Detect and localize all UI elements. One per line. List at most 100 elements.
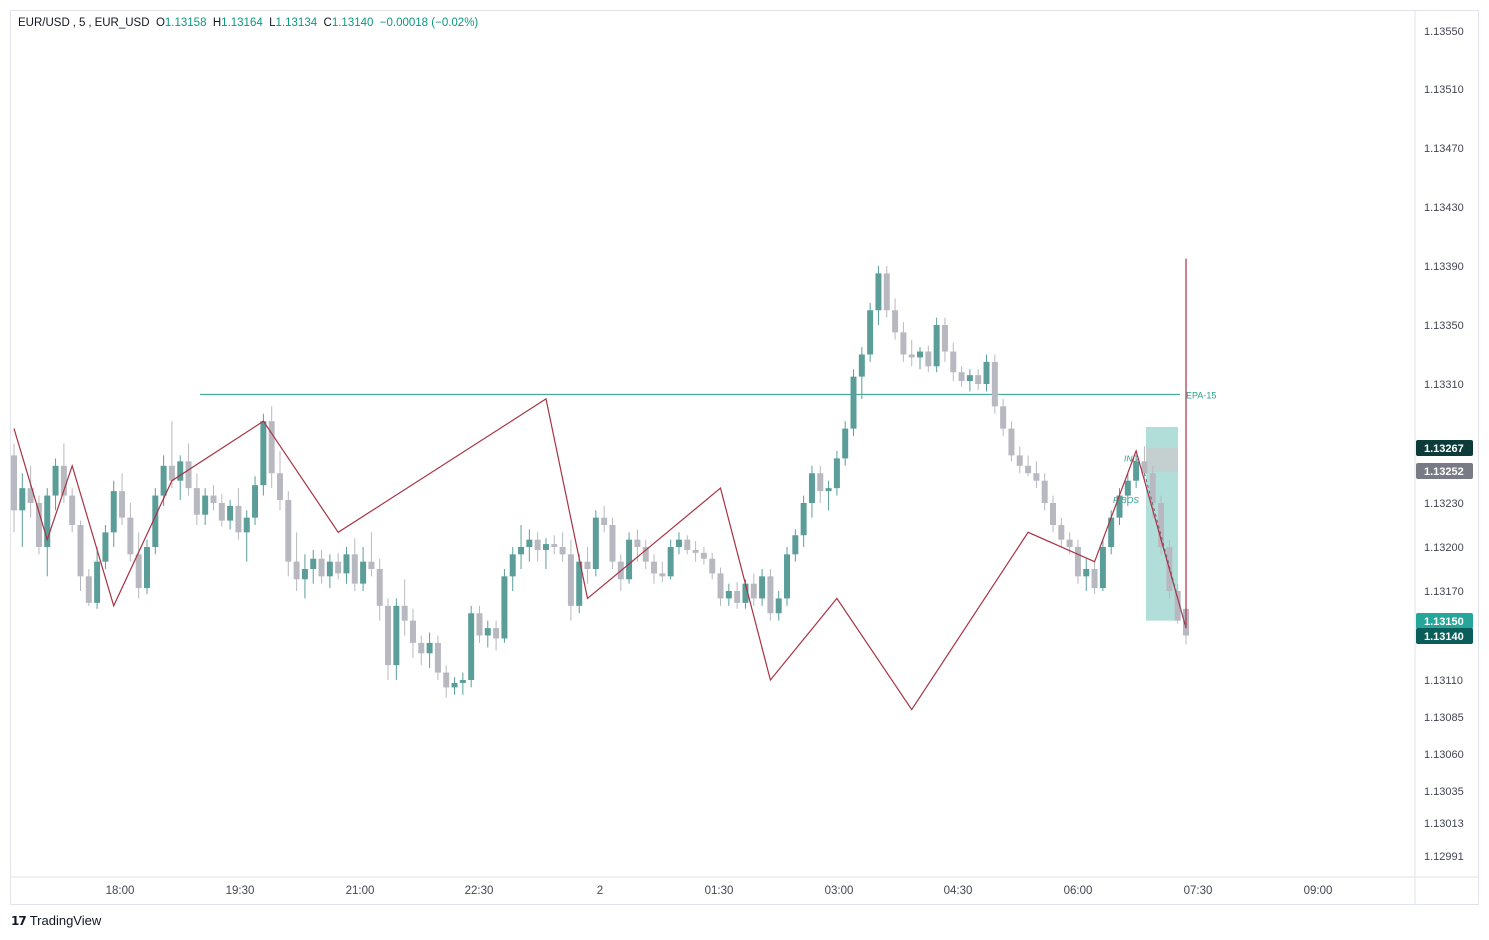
candle[interactable]	[975, 369, 982, 390]
candle[interactable]	[227, 500, 234, 530]
candle[interactable]	[1074, 539, 1081, 584]
candle[interactable]	[808, 465, 815, 518]
candle[interactable]	[784, 547, 791, 606]
candle[interactable]	[551, 535, 558, 555]
candle[interactable]	[268, 406, 275, 489]
candle[interactable]	[451, 677, 458, 695]
candle[interactable]	[459, 672, 466, 695]
candle[interactable]	[127, 503, 134, 562]
candle[interactable]	[493, 620, 500, 651]
candle[interactable]	[966, 369, 973, 392]
candle[interactable]	[1099, 539, 1106, 591]
candle[interactable]	[385, 598, 392, 680]
candle[interactable]	[651, 554, 658, 584]
candle[interactable]	[1083, 558, 1090, 591]
candle[interactable]	[69, 488, 76, 533]
candle[interactable]	[243, 510, 250, 562]
candle[interactable]	[94, 547, 101, 609]
candle[interactable]	[202, 488, 209, 525]
candle[interactable]	[850, 369, 857, 437]
symbol-name[interactable]: EUR/USD	[18, 17, 70, 29]
stop-zone-box[interactable]	[1146, 448, 1178, 472]
candle[interactable]	[659, 561, 666, 583]
candle[interactable]	[135, 532, 142, 599]
candle[interactable]	[409, 608, 416, 658]
candle[interactable]	[601, 505, 608, 533]
candle[interactable]	[592, 510, 599, 577]
candle[interactable]	[418, 635, 425, 666]
candle[interactable]	[1091, 561, 1098, 594]
candle[interactable]	[210, 485, 217, 511]
candle[interactable]	[792, 529, 799, 562]
candle[interactable]	[692, 541, 699, 562]
candle[interactable]	[1000, 398, 1007, 437]
candle[interactable]	[318, 549, 325, 584]
candle[interactable]	[293, 532, 300, 591]
candle[interactable]	[875, 266, 882, 325]
candle[interactable]	[343, 547, 350, 584]
candle[interactable]	[534, 532, 541, 562]
candle[interactable]	[434, 635, 441, 681]
candle[interactable]	[983, 354, 990, 392]
candle[interactable]	[1133, 455, 1140, 489]
candle[interactable]	[501, 569, 508, 643]
candle[interactable]	[1041, 473, 1048, 511]
interval[interactable]: 5	[78, 17, 86, 29]
candle[interactable]	[1174, 583, 1181, 624]
candle[interactable]	[925, 345, 932, 373]
candle[interactable]	[218, 494, 225, 527]
candle[interactable]	[168, 421, 175, 489]
tradingview-brand[interactable]: 𝟭𝟳 TradingView	[11, 913, 101, 928]
candle[interactable]	[775, 591, 782, 621]
candle[interactable]	[401, 579, 408, 636]
candle[interactable]	[276, 450, 283, 511]
candle[interactable]	[35, 495, 42, 555]
candle[interactable]	[301, 554, 308, 599]
candle[interactable]	[800, 495, 807, 547]
candle[interactable]	[1033, 461, 1040, 489]
candle[interactable]	[842, 421, 849, 466]
zigzag-line[interactable]	[13, 258, 1187, 711]
candle[interactable]	[559, 532, 566, 562]
candle[interactable]	[1025, 455, 1032, 477]
candle[interactable]	[917, 347, 924, 370]
candle[interactable]	[77, 520, 84, 591]
candle[interactable]	[193, 473, 200, 525]
candle[interactable]	[144, 539, 150, 594]
candle[interactable]	[152, 488, 159, 555]
candle[interactable]	[567, 539, 574, 621]
candle[interactable]	[476, 605, 483, 643]
candle[interactable]	[60, 443, 67, 504]
candle[interactable]	[667, 539, 674, 580]
candle[interactable]	[44, 488, 51, 577]
candle[interactable]	[883, 266, 890, 318]
candle[interactable]	[52, 458, 59, 511]
candle[interactable]	[759, 569, 766, 606]
candle[interactable]	[542, 538, 549, 569]
candle[interactable]	[518, 525, 525, 569]
candle[interactable]	[235, 488, 242, 540]
candle[interactable]	[1016, 446, 1023, 474]
candle[interactable]	[867, 302, 874, 362]
candle[interactable]	[368, 532, 375, 577]
candle[interactable]	[260, 413, 267, 496]
candle[interactable]	[360, 547, 367, 591]
candle[interactable]	[1124, 473, 1131, 506]
candle[interactable]	[509, 547, 516, 591]
candle[interactable]	[642, 539, 649, 569]
candle[interactable]	[119, 473, 126, 525]
candle[interactable]	[817, 465, 824, 503]
candle[interactable]	[892, 298, 899, 340]
candle[interactable]	[941, 317, 948, 362]
candle[interactable]	[734, 582, 741, 609]
candle[interactable]	[351, 538, 358, 591]
candle[interactable]	[285, 491, 292, 577]
candle[interactable]	[484, 620, 491, 648]
candle[interactable]	[858, 347, 865, 399]
candle[interactable]	[310, 549, 317, 584]
candle[interactable]	[110, 480, 117, 547]
candle[interactable]	[19, 473, 26, 547]
candle[interactable]	[393, 598, 400, 680]
candle[interactable]	[908, 339, 915, 367]
